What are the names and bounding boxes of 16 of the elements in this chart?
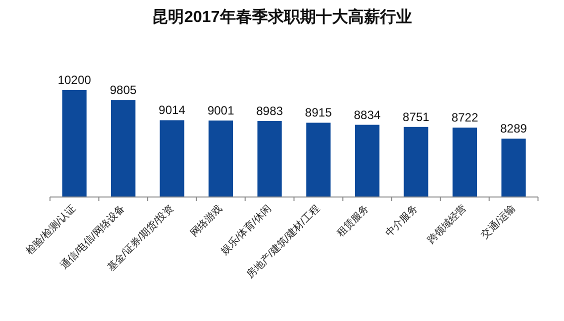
- x-tick-label: 中介服务: [383, 202, 420, 240]
- data-label: 8751: [402, 110, 430, 124]
- data-label: 8289: [500, 122, 528, 136]
- x-tick-label: 租赁服务: [334, 202, 372, 240]
- data-label: 8983: [256, 104, 284, 118]
- data-label: 9014: [158, 103, 186, 118]
- x-tick-label: 交通/运输: [478, 202, 518, 242]
- x-tick-label: 跨领域经营: [424, 202, 469, 246]
- chart-title: 昆明2017年春季求职期十大高薪行业: [152, 7, 412, 26]
- x-tick-label: 网络游戏: [188, 202, 225, 240]
- data-label: 8722: [451, 110, 478, 125]
- data-label: 9805: [110, 83, 137, 98]
- data-label: 10200: [58, 73, 92, 87]
- data-label: 8915: [305, 106, 332, 120]
- data-label: 8834: [354, 108, 381, 122]
- data-label: 9001: [207, 104, 234, 118]
